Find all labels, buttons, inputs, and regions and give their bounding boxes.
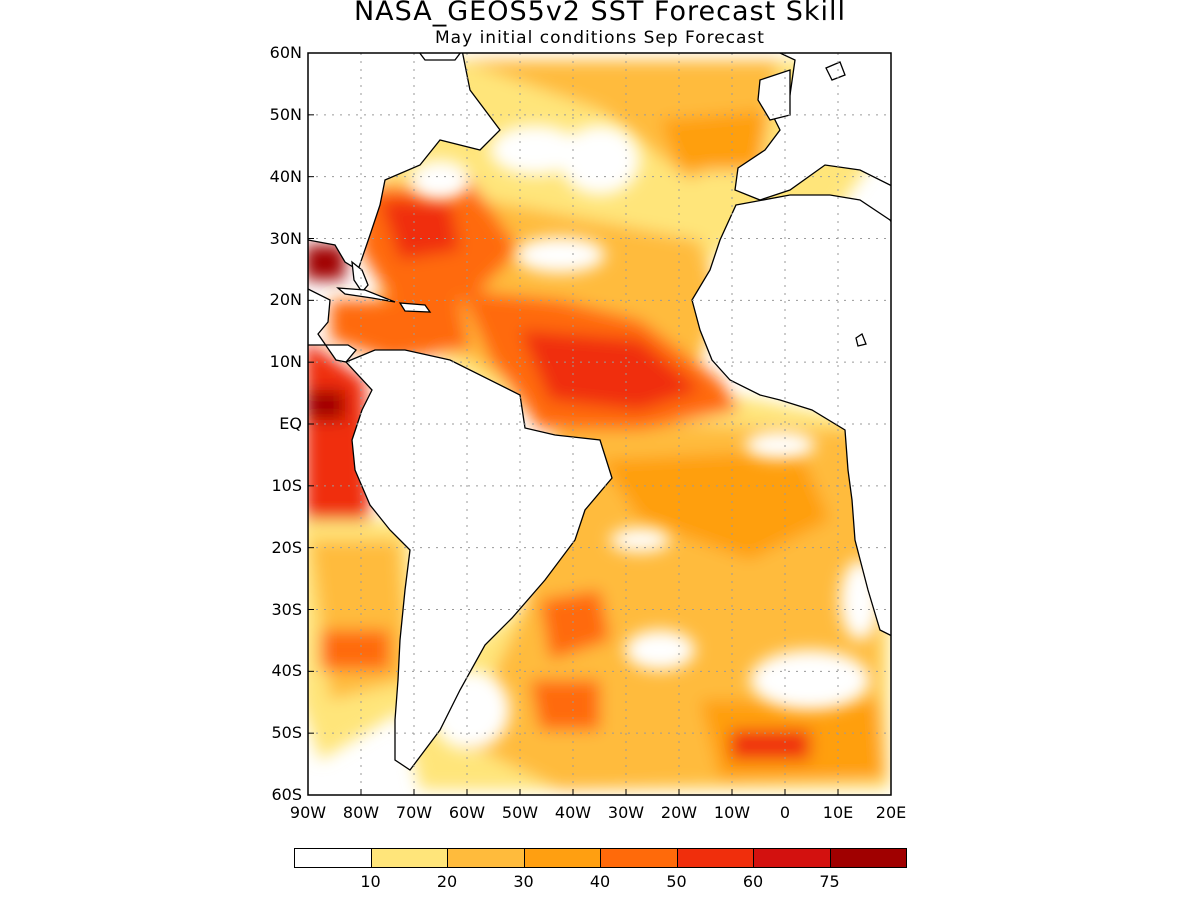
colorbar-swatch — [294, 848, 372, 868]
colorbar-swatch — [523, 848, 601, 868]
colorbar-label: 50 — [666, 872, 687, 891]
colorbar-label: 60 — [742, 872, 764, 891]
map-subtitle: May initial conditions Sep Forecast — [435, 28, 765, 48]
colorbar-swatch — [753, 848, 831, 868]
colorbar-label: 75 — [819, 872, 840, 891]
lat-label: EQ — [279, 414, 302, 433]
lon-label: 40W — [554, 803, 592, 822]
lat-label: 40N — [269, 166, 302, 186]
colorbar-swatch — [676, 848, 754, 868]
lat-label: 30N — [269, 228, 302, 248]
land-masses — [308, 53, 891, 771]
lon-label: 60W — [448, 803, 486, 822]
lon-label: 50W — [501, 803, 539, 822]
lon-label: 20E — [875, 803, 907, 822]
lon-label: 10E — [822, 803, 854, 822]
lat-label: 30S — [271, 599, 302, 619]
axis-ticks — [307, 52, 892, 796]
lat-label: 50N — [269, 104, 302, 124]
colorbar-swatch — [600, 848, 678, 868]
lat-label: 50S — [271, 723, 302, 743]
colorbar-label: 20 — [436, 872, 458, 891]
colorbar-label: 30 — [513, 872, 534, 891]
lat-label: 20N — [269, 290, 302, 310]
lat-label: 10S — [271, 475, 302, 495]
lon-label: 70W — [395, 803, 433, 822]
lon-label: 90W — [289, 803, 327, 822]
lon-label: 20W — [660, 803, 698, 822]
lat-label: 60N — [269, 43, 302, 62]
lon-label: 80W — [342, 803, 380, 822]
lat-label: 40S — [271, 661, 302, 681]
lon-label: 10W — [713, 803, 751, 822]
colorbar-swatch — [829, 848, 907, 868]
colorbar-swatch — [447, 848, 525, 868]
graticule — [308, 53, 891, 795]
lat-label: 60S — [271, 785, 302, 804]
colorbar-label: 40 — [589, 872, 611, 891]
lat-label: 10N — [269, 352, 302, 372]
lon-label: 0 — [779, 803, 791, 822]
colorbar-swatch — [370, 848, 448, 868]
map-title: NASA_GEOS5v2 SST Forecast Skill — [353, 0, 847, 27]
lon-label: 30W — [607, 803, 645, 822]
colorbar-label: 10 — [360, 872, 381, 891]
lat-label: 20S — [271, 537, 302, 557]
